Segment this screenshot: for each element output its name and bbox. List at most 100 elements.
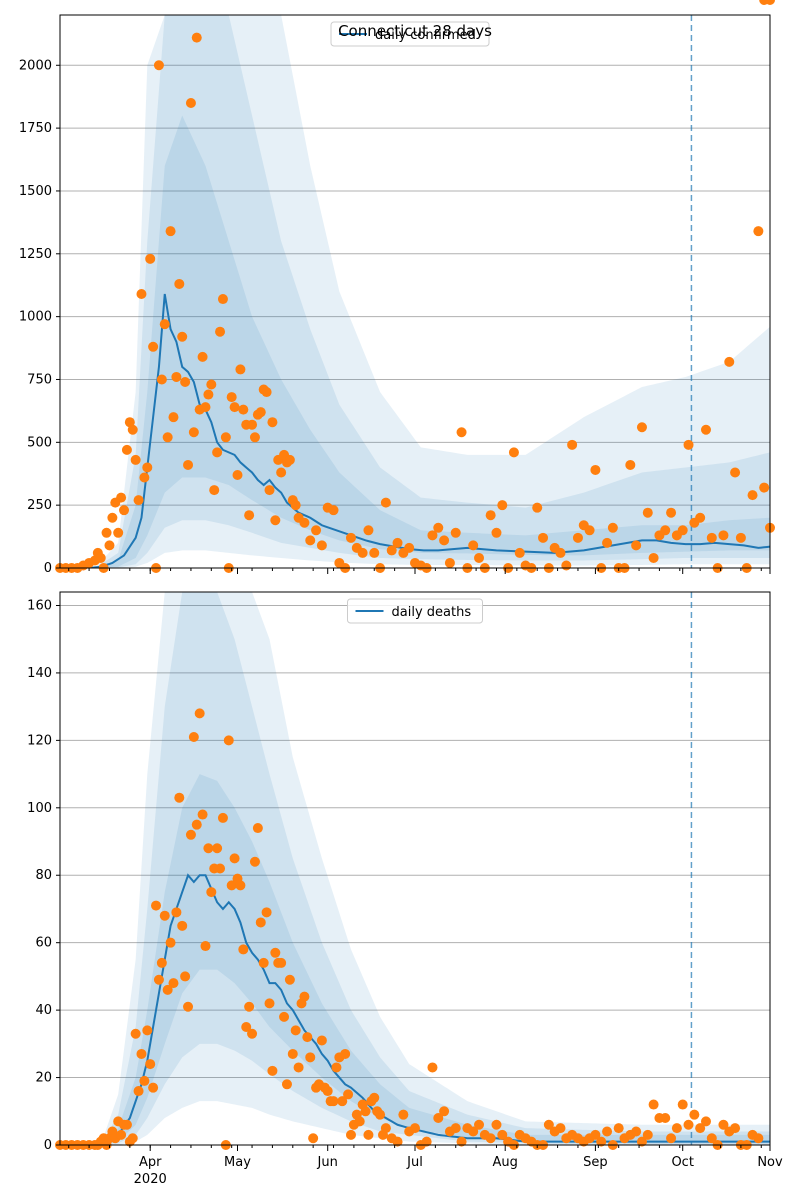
data-point: [180, 971, 191, 982]
data-point: [284, 454, 295, 465]
x-tick-label: Oct: [671, 1155, 693, 1170]
uncertainty-bands: [60, 15, 770, 568]
data-point: [116, 492, 127, 503]
data-point: [753, 1133, 764, 1144]
data-point: [238, 404, 249, 415]
data-point: [168, 978, 179, 989]
data-point: [543, 1119, 554, 1130]
data-point: [602, 537, 613, 548]
data-point: [337, 1096, 348, 1107]
data-point: [255, 407, 266, 418]
data-point: [185, 829, 196, 840]
data-point: [197, 809, 208, 820]
data-point: [590, 464, 601, 475]
x-tick-label: Sep: [583, 1155, 608, 1170]
data-point: [232, 469, 243, 480]
y-tick-label: 20: [35, 1071, 52, 1086]
data-point: [450, 1123, 461, 1134]
data-point: [328, 505, 339, 516]
uncertainty-bands: [60, 592, 770, 1145]
y-tick-label: 500: [27, 435, 52, 450]
data-point: [270, 947, 281, 958]
legend: daily deaths: [347, 598, 483, 624]
data-point: [572, 532, 583, 543]
data-point: [188, 427, 199, 438]
data-point: [392, 537, 403, 548]
data-point: [456, 427, 467, 438]
data-point: [590, 1129, 601, 1140]
data-point: [258, 957, 269, 968]
data-point: [433, 1113, 444, 1124]
data-point: [203, 843, 214, 854]
data-point: [311, 525, 322, 536]
y-tick-label: 2000: [19, 58, 52, 73]
data-point: [508, 447, 519, 458]
data-point: [730, 1123, 741, 1134]
data-point: [410, 1123, 420, 1134]
data-point: [700, 1116, 711, 1127]
data-point: [747, 490, 758, 501]
data-point: [290, 1025, 301, 1036]
data-point: [148, 1082, 159, 1093]
data-point: [276, 957, 287, 968]
y-tick-label: 40: [35, 1003, 52, 1018]
data-point: [299, 517, 310, 528]
data-point: [354, 1116, 365, 1127]
legend-box: [347, 598, 483, 624]
data-point: [375, 1109, 386, 1120]
data-point: [95, 552, 106, 563]
data-point: [142, 1025, 153, 1036]
y-tick-label: 750: [27, 372, 52, 387]
data-point: [136, 1048, 147, 1059]
data-point: [276, 467, 287, 478]
y-tick-label: 80: [35, 868, 52, 883]
data-point: [267, 417, 278, 428]
uncertainty-band: [60, 774, 770, 1145]
data-point: [380, 497, 391, 508]
y-tick-label: 120: [27, 733, 52, 748]
chart-title: Connecticut 28 days: [338, 22, 492, 40]
data-point: [174, 792, 185, 803]
data-point: [683, 439, 694, 450]
data-point: [220, 432, 231, 443]
data-point: [497, 500, 508, 511]
data-point: [538, 532, 549, 543]
data-point: [226, 392, 237, 403]
deaths-panel: 0 20 40 60 80 100 120 140 160 Apr 2020 May Jun Jul Aug…: [27, 0, 783, 1187]
y-tick-label: 1250: [19, 247, 52, 262]
data-point: [456, 1136, 467, 1147]
data-point: [127, 1133, 138, 1144]
data-point: [153, 60, 164, 71]
data-point: [203, 389, 214, 400]
uncertainty-band: [60, 592, 770, 1145]
data-point: [191, 32, 202, 43]
data-point: [584, 525, 595, 536]
data-point: [212, 843, 223, 854]
data-point: [683, 1119, 694, 1130]
data-point: [281, 1079, 292, 1090]
data-point: [133, 495, 144, 506]
data-point: [331, 1062, 342, 1073]
data-point: [168, 412, 179, 423]
x-tick-label: May: [224, 1155, 251, 1170]
data-point: [200, 402, 211, 413]
data-point: [136, 289, 147, 300]
data-point: [287, 1048, 298, 1059]
data-point: [290, 500, 301, 511]
x-tick-label: Nov: [757, 1155, 783, 1170]
data-point: [188, 731, 199, 742]
data-point: [689, 1109, 700, 1120]
data-point: [212, 447, 223, 458]
data-point: [671, 1123, 682, 1134]
data-point: [101, 527, 112, 538]
data-point: [235, 880, 246, 891]
data-point: [345, 532, 356, 543]
data-point: [293, 1062, 304, 1073]
data-point: [427, 1062, 438, 1073]
data-point: [145, 1059, 156, 1070]
data-point: [718, 530, 729, 541]
data-point: [636, 422, 647, 433]
data-point: [474, 1119, 485, 1130]
data-point: [706, 1133, 717, 1144]
